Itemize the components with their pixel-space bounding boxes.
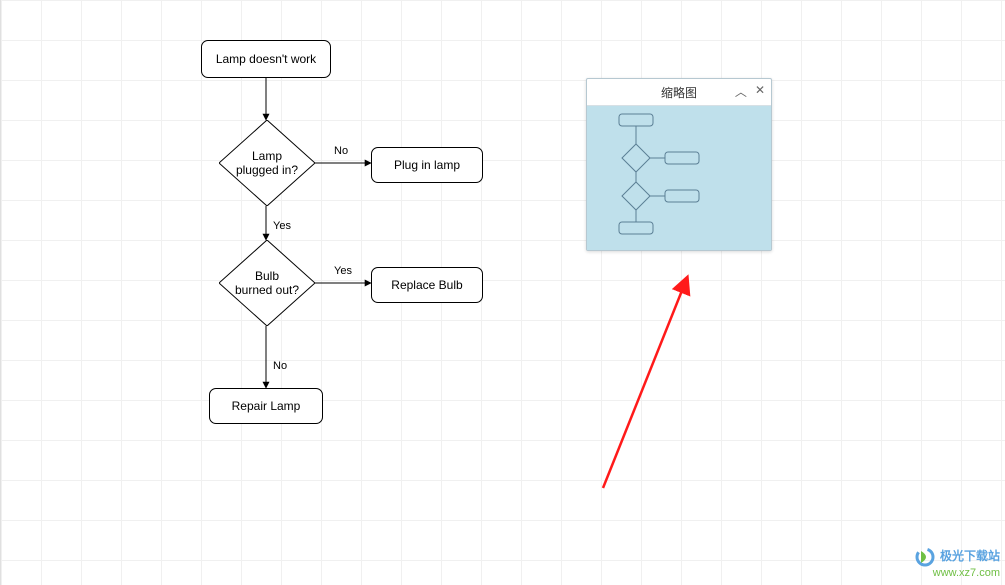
node-label: Repair Lamp: [232, 399, 301, 413]
node-replace[interactable]: Replace Bulb: [371, 267, 483, 303]
watermark-url: www.xz7.com: [915, 567, 1000, 579]
minimap-panel[interactable]: 缩略图 ︿ ✕: [586, 78, 772, 251]
close-icon[interactable]: ✕: [755, 83, 765, 100]
flowchart-edges: [1, 0, 1005, 585]
node-repair[interactable]: Repair Lamp: [209, 388, 323, 424]
node-decision-plugged[interactable]: Lampplugged in?: [219, 120, 315, 206]
minimap-svg: [587, 106, 771, 250]
minimap-title: 缩略图: [661, 84, 697, 101]
node-label: Bulbburned out?: [235, 269, 299, 298]
node-start[interactable]: Lamp doesn't work: [201, 40, 331, 78]
node-label: Replace Bulb: [391, 278, 462, 292]
watermark-brand: 极光下载站: [940, 549, 1000, 563]
edge-label: No: [334, 145, 348, 157]
watermark-logo-icon: [915, 547, 935, 567]
edge-label: No: [273, 360, 287, 372]
minimap-header[interactable]: 缩略图 ︿ ✕: [587, 79, 771, 106]
minimap-collapse-icon[interactable]: ︿: [735, 83, 747, 100]
node-label: Plug in lamp: [394, 158, 460, 172]
edge-label: Yes: [334, 265, 352, 277]
diagram-canvas[interactable]: Lamp doesn't work Lampplugged in? Plug i…: [0, 0, 1005, 585]
node-plugin[interactable]: Plug in lamp: [371, 147, 483, 183]
watermark: 极光下载站 www.xz7.com: [915, 547, 1000, 579]
node-label: Lampplugged in?: [236, 149, 298, 178]
annotation-arrow: [1, 0, 1005, 585]
minimap-body[interactable]: [587, 106, 771, 250]
node-decision-bulb[interactable]: Bulbburned out?: [219, 240, 315, 326]
edge-label: Yes: [273, 220, 291, 232]
node-label: Lamp doesn't work: [216, 52, 316, 66]
